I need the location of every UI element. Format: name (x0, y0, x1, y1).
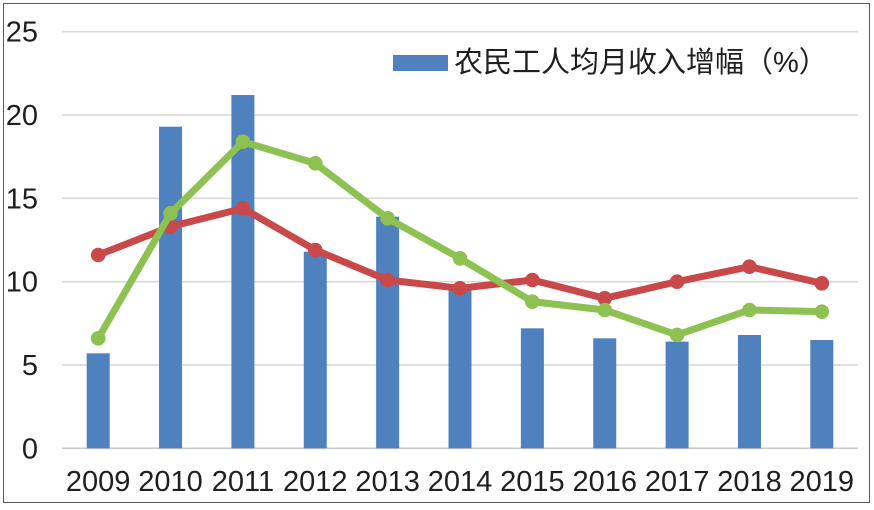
bar (593, 338, 617, 449)
bar (665, 341, 689, 449)
y-tick-label: 20 (6, 100, 38, 132)
bar (86, 353, 110, 449)
bar (231, 95, 255, 449)
line-marker (235, 134, 251, 149)
x-tick-label: 2015 (500, 466, 565, 498)
y-tick-label: 5 (22, 350, 38, 382)
x-tick-label: 2013 (355, 466, 420, 498)
legend-swatch-bar (393, 55, 448, 71)
y-tick-label: 25 (6, 17, 38, 49)
y-axis-labels: 0 5 10 15 20 25 (6, 17, 38, 466)
x-tick-label: 2019 (790, 466, 855, 498)
line-marker (742, 302, 757, 318)
line-marker (525, 294, 540, 309)
x-tick-label: 2011 (212, 466, 274, 498)
line-marker (163, 206, 178, 221)
line-marker (307, 156, 323, 171)
line-marker (597, 302, 613, 318)
legend: 农民工人均月收入增幅（%） (393, 45, 828, 81)
y-tick-label: 0 (22, 433, 38, 465)
green-line-series (90, 134, 830, 346)
x-tick-label: 2012 (283, 466, 348, 498)
line-marker (380, 272, 395, 288)
bar (520, 328, 544, 449)
line-marker (669, 274, 685, 289)
y-tick-label: 10 (6, 267, 38, 299)
bar (810, 339, 834, 449)
line-marker (90, 331, 106, 346)
line-marker (452, 251, 468, 266)
line-marker (814, 304, 830, 319)
line-marker (814, 276, 830, 291)
line-marker (742, 259, 757, 274)
legend-label: 农民工人均月收入增幅（%） (454, 47, 828, 79)
line-marker (525, 272, 540, 288)
x-axis-labels: 2009 2010 2011 2012 2013 2014 2015 2016 2017 2018… (66, 466, 854, 498)
x-tick-label: 2017 (645, 466, 710, 498)
x-tick-label: 2014 (428, 466, 493, 498)
y-tick-label: 15 (6, 183, 38, 215)
bar (303, 251, 327, 449)
x-tick-label: 2018 (717, 466, 782, 498)
line-marker (90, 247, 106, 263)
bar (376, 216, 400, 449)
x-tick-label: 2010 (138, 466, 203, 498)
line-marker (380, 211, 395, 226)
line-marker (597, 291, 613, 306)
red-line-series (90, 201, 830, 306)
line-marker (235, 201, 251, 216)
bar (159, 126, 183, 449)
x-tick-label: 2016 (572, 466, 637, 498)
bar-series (86, 95, 834, 449)
line-marker (669, 327, 685, 343)
line-marker (452, 281, 468, 296)
x-tick-label: 2009 (66, 466, 131, 498)
line-marker (307, 242, 323, 258)
bar (737, 334, 761, 449)
bar (448, 289, 472, 449)
